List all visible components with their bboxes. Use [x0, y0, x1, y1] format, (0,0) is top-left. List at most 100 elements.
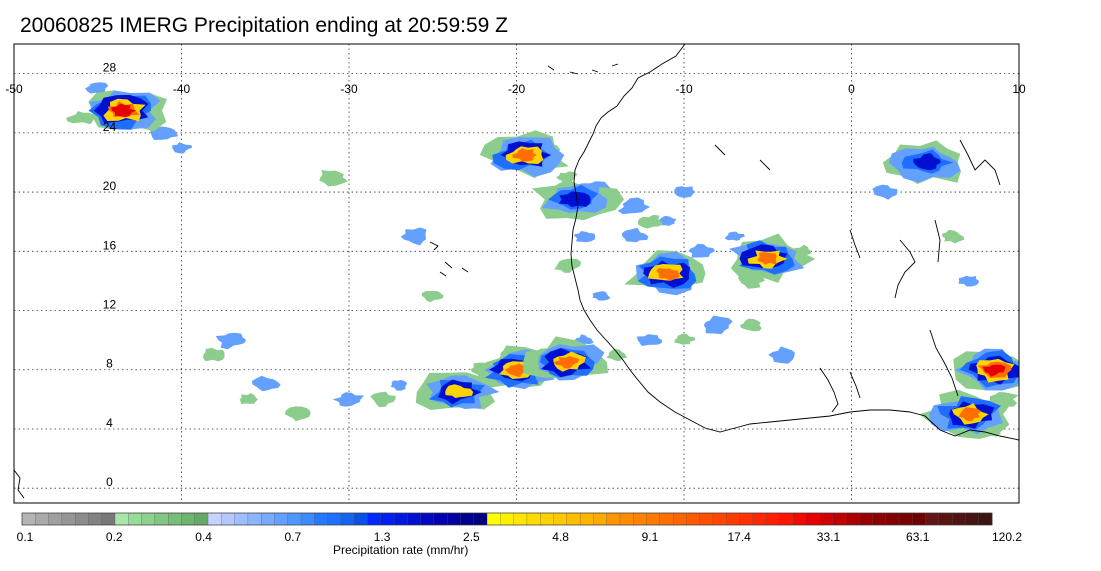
coastline-canary	[429, 63, 619, 277]
colorbar-swatch	[168, 512, 182, 526]
colorbar-swatch	[247, 512, 262, 526]
colorbar-swatch	[500, 512, 515, 526]
precip-cell	[959, 407, 982, 422]
colorbar-swatch	[367, 512, 382, 526]
colorbar-swatch	[114, 512, 129, 526]
colorbar-swatch	[88, 512, 103, 526]
precip-cell	[592, 291, 611, 301]
longitude-label: -20	[508, 82, 526, 96]
precip-cell	[110, 103, 137, 118]
precip-cell	[757, 252, 777, 265]
latitude-label: 4	[106, 416, 113, 430]
colorbar-swatch	[805, 512, 820, 526]
coastline-south-america	[14, 469, 25, 499]
precip-cell	[66, 111, 95, 125]
colorbar-swatch	[221, 512, 236, 526]
colorbar-swatch	[48, 512, 63, 526]
colorbar-swatch	[925, 512, 940, 526]
colorbar-swatch	[845, 512, 860, 526]
longitude-label: 0	[848, 82, 855, 96]
colorbar-swatch	[951, 512, 966, 526]
precip-cell	[982, 364, 1006, 377]
latitude-label: 0	[106, 475, 113, 489]
precip-cell	[251, 375, 281, 392]
precip-cell	[172, 142, 193, 154]
colorbar-swatch	[699, 512, 714, 526]
colorbar-swatch	[606, 512, 621, 526]
colorbar-swatch	[712, 512, 727, 526]
longitude-label: -30	[340, 82, 358, 96]
colorbar-swatch	[579, 512, 594, 526]
colorbar-swatch	[460, 512, 475, 526]
latitude-label: 8	[106, 357, 113, 371]
colorbar-swatch	[287, 512, 302, 526]
colorbar-title: Precipitation rate (mm/hr)	[333, 543, 469, 557]
latitude-label: 20	[103, 179, 117, 193]
colorbar-swatch	[540, 512, 554, 526]
colorbar-swatch	[181, 512, 196, 526]
colorbar-swatch	[141, 512, 156, 526]
colorbar-swatch	[765, 512, 780, 526]
colorbar-swatch	[433, 512, 448, 526]
colorbar-swatch	[261, 512, 275, 526]
colorbar-swatch	[619, 512, 634, 526]
colorbar-swatch	[553, 512, 568, 526]
colorbar-swatch	[101, 512, 116, 526]
precip-cell	[421, 291, 444, 303]
colorbar-swatch	[447, 512, 461, 526]
precip-cell	[637, 214, 663, 229]
precip-cell	[445, 384, 474, 398]
colorbar-label: 63.1	[906, 530, 930, 544]
precip-cell	[768, 346, 795, 364]
colorbar-swatch	[473, 512, 488, 526]
latitude-label: 28	[103, 61, 117, 75]
colorbar-swatch	[314, 512, 329, 526]
colorbar-label: 0.7	[284, 530, 301, 544]
precip-cell	[332, 392, 365, 407]
map-title: 20060825 IMERG Precipitation ending at 2…	[20, 14, 508, 37]
colorbar-swatch	[354, 512, 368, 526]
precip-cell	[942, 229, 965, 244]
precipitation-field	[66, 82, 1019, 439]
precip-cell	[688, 243, 715, 258]
coastline-gulf-detail	[819, 329, 959, 413]
colorbar-label: 17.4	[728, 530, 752, 544]
precip-cell	[913, 153, 942, 171]
precip-cell	[674, 333, 696, 345]
precip-cell	[574, 231, 596, 243]
latitude-label: 12	[103, 298, 117, 312]
colorbar-label: 120.2	[992, 530, 1022, 544]
precip-cell	[511, 148, 537, 162]
colorbar-swatch	[646, 512, 661, 526]
coastline-lakes	[714, 139, 1001, 299]
precip-cell	[636, 334, 663, 346]
colorbar-swatch	[819, 512, 833, 526]
colorbar-swatch	[965, 512, 980, 526]
colorbar-frame	[21, 512, 993, 526]
colorbar-swatch	[872, 512, 887, 526]
colorbar-swatch	[327, 512, 342, 526]
precip-cell	[203, 347, 225, 362]
colorbar-swatch	[739, 512, 754, 526]
latitude-labels: 0 4 8 12 16 20 24 28	[103, 61, 117, 490]
colorbar-swatch	[300, 512, 315, 526]
colorbar-swatch	[832, 512, 847, 526]
colorbar-swatch	[21, 512, 36, 526]
colorbar-swatch	[380, 512, 395, 526]
colorbar-swatch	[858, 512, 873, 526]
precip-cell	[370, 391, 396, 408]
colorbar-swatch	[912, 512, 927, 526]
colorbar-label: 2.5	[463, 530, 480, 544]
colorbar-swatch	[633, 512, 647, 526]
colorbar-swatch	[207, 512, 222, 526]
colorbar-swatch	[393, 512, 408, 526]
colorbar-swatch	[938, 512, 953, 526]
colorbar-swatch	[752, 512, 767, 526]
colorbar-swatch	[75, 512, 89, 526]
precip-cell	[85, 82, 109, 95]
colorbar-swatch	[526, 512, 541, 526]
precip-cell	[674, 186, 696, 198]
colorbar-swatch	[672, 512, 687, 526]
precip-cell	[617, 197, 651, 215]
